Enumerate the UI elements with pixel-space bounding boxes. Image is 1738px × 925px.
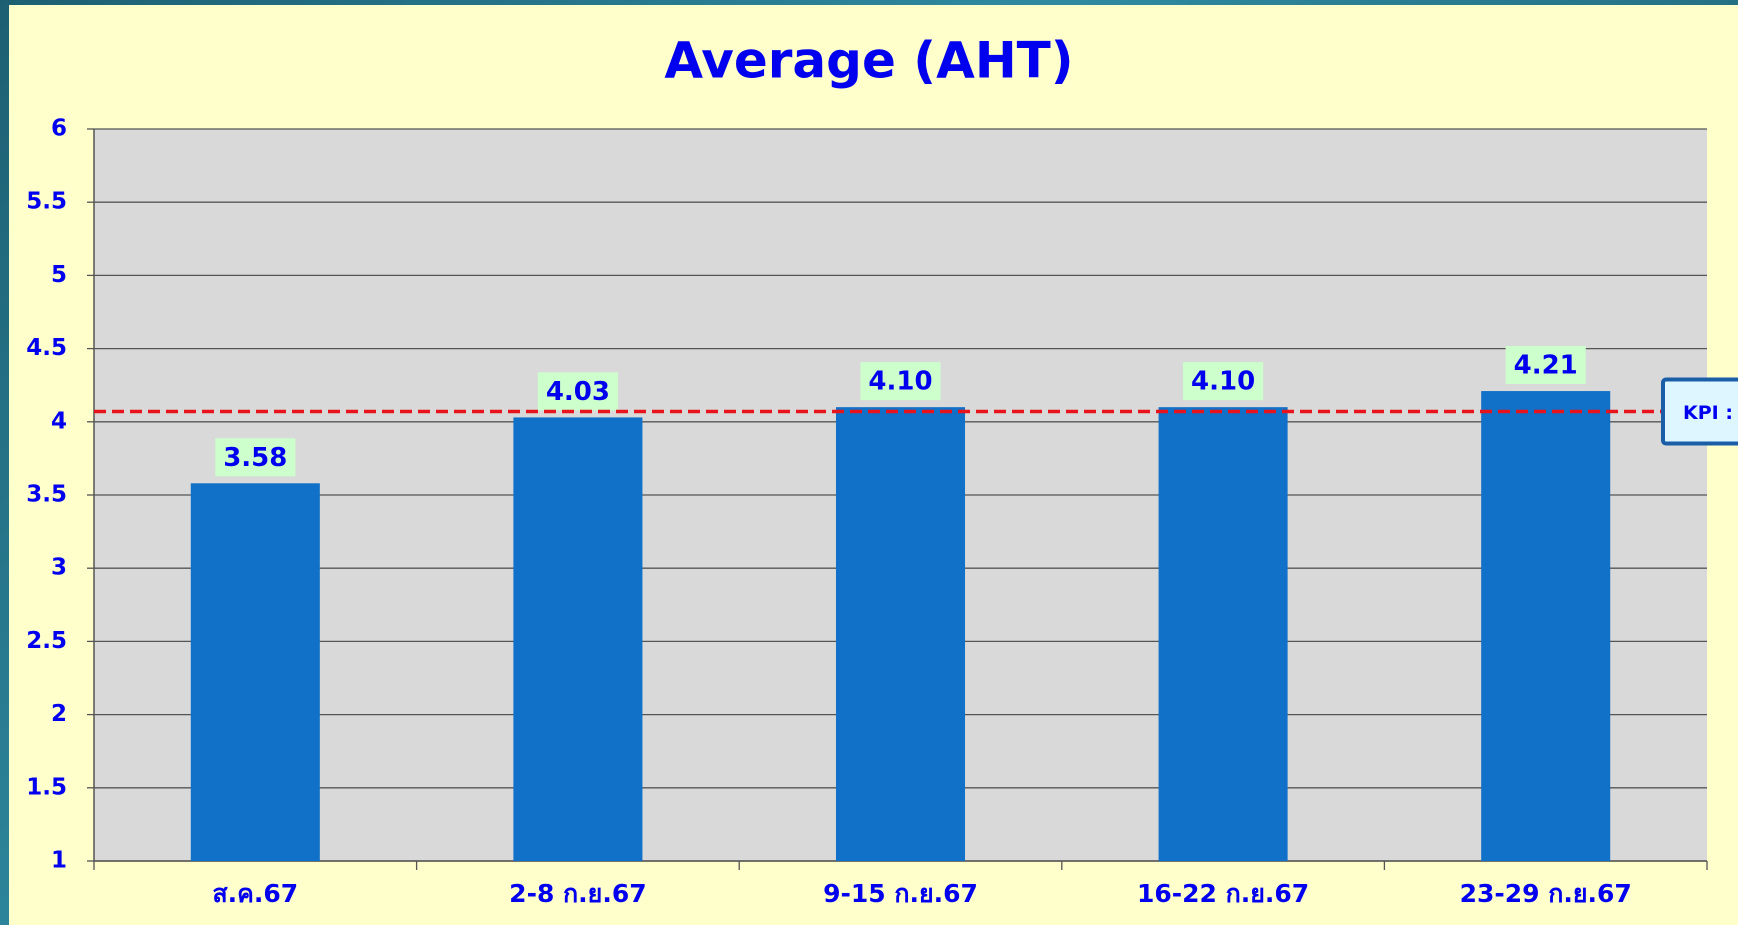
data-label: 4.10 [868, 367, 932, 397]
bar [190, 483, 320, 861]
data-label: 4.03 [546, 377, 610, 407]
data-label-box [537, 372, 618, 411]
y-tick-label: 2.5 [26, 628, 67, 654]
y-tick-label: 3 [51, 555, 67, 581]
y-tick-label: 2 [51, 701, 67, 727]
data-label: 4.21 [1514, 351, 1578, 381]
x-tick-label: 2-8 ก.ย.67 [509, 879, 646, 908]
x-tick-label: 16-22 ก.ย.67 [1137, 879, 1309, 908]
x-tick-label: ส.ค.67 [212, 879, 298, 908]
bar [835, 407, 966, 861]
data-label-box [215, 438, 296, 477]
data-label-box [1505, 346, 1586, 385]
data-label: 3.58 [223, 443, 287, 473]
y-tick-label: 5 [51, 262, 67, 288]
y-tick-label: 5.5 [26, 189, 67, 215]
kpi-label: KPI : [1683, 402, 1733, 424]
x-tick-label: 9-15 ก.ย.67 [823, 879, 978, 908]
x-tick-label: 23-29 ก.ย.67 [1460, 879, 1632, 908]
y-tick-label: 4 [51, 408, 67, 434]
y-tick-label: 3.5 [26, 482, 67, 508]
y-tick-label: 1.5 [26, 774, 67, 800]
chart-title: Average (AHT) [664, 32, 1073, 90]
data-label: 4.10 [1191, 367, 1255, 397]
y-tick-label: 4.5 [26, 335, 67, 361]
kpi-box [1661, 377, 1738, 446]
bar [1158, 407, 1288, 861]
y-tick-label: 1 [51, 848, 67, 874]
data-label-box [1183, 362, 1264, 401]
data-label-box [860, 362, 941, 401]
bar [513, 417, 643, 861]
y-tick-label: 6 [51, 116, 67, 142]
bar [1481, 391, 1611, 861]
